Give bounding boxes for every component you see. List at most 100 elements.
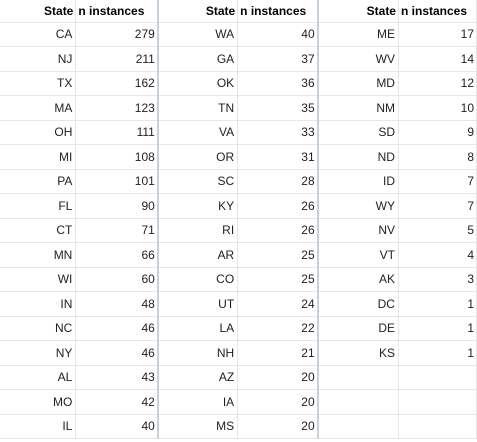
state-cell[interactable] — [317, 389, 399, 415]
state-cell[interactable]: ID — [317, 169, 399, 194]
state-cell[interactable]: NC — [0, 316, 77, 341]
header-state-1[interactable]: State — [0, 0, 77, 23]
state-cell[interactable]: PA — [0, 169, 77, 194]
state-cell[interactable]: IN — [0, 291, 77, 317]
state-cell[interactable]: AR — [157, 242, 239, 268]
count-cell[interactable]: 10 — [398, 95, 477, 121]
count-cell[interactable]: 40 — [75, 414, 159, 439]
state-cell[interactable]: WI — [0, 267, 77, 292]
count-cell[interactable]: 9 — [398, 120, 477, 145]
state-cell[interactable]: AZ — [157, 365, 239, 390]
count-cell[interactable]: 279 — [75, 22, 159, 47]
count-cell[interactable]: 111 — [75, 120, 159, 145]
state-cell[interactable]: UT — [157, 291, 239, 317]
count-cell[interactable]: 1 — [398, 340, 477, 366]
state-cell[interactable] — [317, 414, 399, 439]
count-cell[interactable]: 20 — [237, 389, 319, 415]
state-cell[interactable]: WV — [317, 46, 399, 72]
state-cell[interactable]: MI — [0, 144, 77, 170]
count-cell[interactable]: 4 — [398, 242, 477, 268]
count-cell[interactable]: 108 — [75, 144, 159, 170]
count-cell[interactable]: 40 — [237, 22, 319, 47]
count-cell[interactable]: 14 — [398, 46, 477, 72]
count-cell[interactable]: 66 — [75, 242, 159, 268]
count-cell[interactable]: 12 — [398, 71, 477, 96]
state-cell[interactable]: TN — [157, 95, 239, 121]
count-cell[interactable]: 21 — [237, 340, 319, 366]
count-cell[interactable]: 60 — [75, 267, 159, 292]
state-cell[interactable]: VT — [317, 242, 399, 268]
count-cell[interactable]: 20 — [237, 365, 319, 390]
state-cell[interactable]: NV — [317, 218, 399, 243]
state-cell[interactable]: IA — [157, 389, 239, 415]
state-cell[interactable]: ME — [317, 22, 399, 47]
state-cell[interactable]: MD — [317, 71, 399, 96]
count-cell[interactable]: 101 — [75, 169, 159, 194]
count-cell[interactable]: 25 — [237, 267, 319, 292]
count-cell[interactable]: 46 — [75, 340, 159, 366]
count-cell[interactable]: 33 — [237, 120, 319, 145]
count-cell[interactable]: 24 — [237, 291, 319, 317]
count-cell[interactable]: 25 — [237, 242, 319, 268]
state-cell[interactable]: IL — [0, 414, 77, 439]
state-cell[interactable]: SC — [157, 169, 239, 194]
count-cell[interactable]: 48 — [75, 291, 159, 317]
state-cell[interactable]: RI — [157, 218, 239, 243]
count-cell[interactable] — [398, 389, 477, 415]
state-cell[interactable]: OR — [157, 144, 239, 170]
count-cell[interactable]: 26 — [237, 218, 319, 243]
count-cell[interactable]: 1 — [398, 316, 477, 341]
state-cell[interactable]: KY — [157, 193, 239, 219]
state-cell[interactable]: FL — [0, 193, 77, 219]
count-cell[interactable]: 22 — [237, 316, 319, 341]
state-cell[interactable]: OK — [157, 71, 239, 96]
count-cell[interactable] — [398, 365, 477, 390]
header-count-2[interactable]: n instances — [237, 0, 319, 23]
state-cell[interactable]: DE — [317, 316, 399, 341]
count-cell[interactable]: 37 — [237, 46, 319, 72]
state-cell[interactable]: GA — [157, 46, 239, 72]
count-cell[interactable]: 90 — [75, 193, 159, 219]
count-cell[interactable]: 17 — [398, 22, 477, 47]
header-count-1[interactable]: n instances — [75, 0, 159, 23]
state-cell[interactable]: TX — [0, 71, 77, 96]
state-cell[interactable]: LA — [157, 316, 239, 341]
count-cell[interactable]: 42 — [75, 389, 159, 415]
count-cell[interactable]: 123 — [75, 95, 159, 121]
state-cell[interactable]: WA — [157, 22, 239, 47]
state-cell[interactable]: MA — [0, 95, 77, 121]
state-cell[interactable]: OH — [0, 120, 77, 145]
state-cell[interactable]: MN — [0, 242, 77, 268]
state-cell[interactable]: MO — [0, 389, 77, 415]
count-cell[interactable]: 8 — [398, 144, 477, 170]
state-cell[interactable]: NM — [317, 95, 399, 121]
state-cell[interactable]: SD — [317, 120, 399, 145]
count-cell[interactable]: 46 — [75, 316, 159, 341]
count-cell[interactable]: 26 — [237, 193, 319, 219]
count-cell[interactable]: 28 — [237, 169, 319, 194]
state-cell[interactable] — [317, 365, 399, 390]
count-cell[interactable]: 162 — [75, 71, 159, 96]
state-cell[interactable]: WY — [317, 193, 399, 219]
count-cell[interactable] — [398, 414, 477, 439]
count-cell[interactable]: 1 — [398, 291, 477, 317]
state-cell[interactable]: CA — [0, 22, 77, 47]
header-state-3[interactable]: State — [317, 0, 399, 23]
count-cell[interactable]: 35 — [237, 95, 319, 121]
state-cell[interactable]: CO — [157, 267, 239, 292]
state-cell[interactable]: NJ — [0, 46, 77, 72]
count-cell[interactable]: 71 — [75, 218, 159, 243]
count-cell[interactable]: 7 — [398, 193, 477, 219]
state-cell[interactable]: AL — [0, 365, 77, 390]
state-cell[interactable]: VA — [157, 120, 239, 145]
state-cell[interactable]: NY — [0, 340, 77, 366]
count-cell[interactable]: 5 — [398, 218, 477, 243]
state-cell[interactable]: AK — [317, 267, 399, 292]
count-cell[interactable]: 43 — [75, 365, 159, 390]
state-cell[interactable]: ND — [317, 144, 399, 170]
count-cell[interactable]: 211 — [75, 46, 159, 72]
state-cell[interactable]: KS — [317, 340, 399, 366]
header-state-2[interactable]: State — [157, 0, 239, 23]
count-cell[interactable]: 31 — [237, 144, 319, 170]
state-cell[interactable]: DC — [317, 291, 399, 317]
